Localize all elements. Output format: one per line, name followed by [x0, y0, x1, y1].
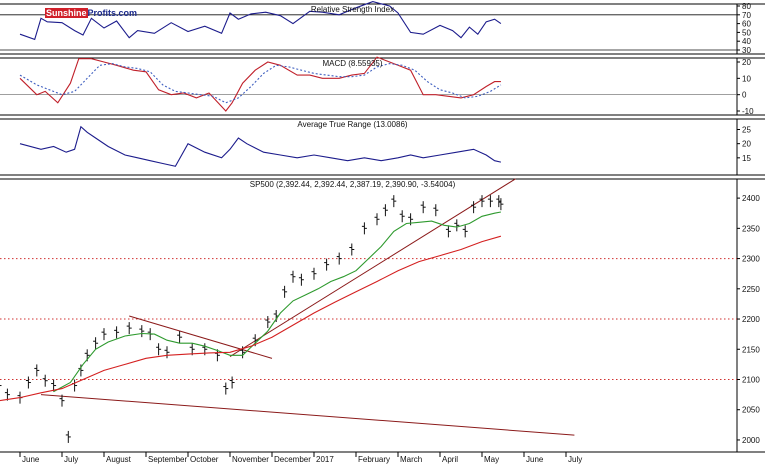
panel-title: Relative Strength Index — [311, 5, 394, 14]
x-tick-label: February — [358, 455, 390, 464]
series-line — [19, 63, 502, 104]
trendline — [129, 315, 273, 359]
panel-title: MACD (8.55935) — [322, 59, 382, 68]
y-tick-label: 20 — [742, 58, 751, 67]
x-tick-label: March — [400, 455, 422, 464]
y-tick-label: 15 — [742, 154, 751, 163]
sunshine-profits-logo: SunshineProfits.com — [45, 8, 137, 19]
trendline — [229, 178, 516, 357]
y-tick-label: 80 — [742, 2, 751, 11]
y-tick-label: 2000 — [742, 436, 760, 445]
trendline — [40, 394, 575, 436]
y-tick-label: 70 — [742, 11, 751, 20]
x-tick-label: October — [190, 455, 219, 464]
y-tick-label: -10 — [742, 107, 754, 116]
y-tick-label: 25 — [742, 126, 751, 135]
y-tick-label: 2250 — [742, 285, 760, 294]
x-tick-label: May — [484, 455, 499, 464]
x-tick-label: November — [232, 455, 269, 464]
y-tick-label: 10 — [742, 74, 751, 83]
y-tick-label: 0 — [742, 91, 747, 100]
x-tick-label: July — [568, 455, 582, 464]
series-line — [19, 1, 502, 41]
x-tick-label: August — [106, 455, 132, 464]
logo-part-2: Profits.com — [87, 8, 138, 18]
y-tick-label: 2150 — [742, 345, 760, 354]
x-tick-label: December — [274, 455, 311, 464]
y-tick-label: 2050 — [742, 406, 760, 415]
x-tick-label: April — [442, 455, 458, 464]
y-tick-label: 30 — [742, 46, 751, 55]
panel-title: Average True Range (13.0086) — [297, 120, 407, 129]
x-tick-label: July — [64, 455, 78, 464]
y-tick-label: 2350 — [742, 224, 760, 233]
y-tick-label: 40 — [742, 37, 751, 46]
y-tick-label: 2100 — [742, 375, 760, 384]
y-tick-label: 20 — [742, 140, 751, 149]
y-tick-label: 60 — [742, 20, 751, 29]
series-line — [0, 235, 502, 402]
x-tick-label: June — [22, 455, 40, 464]
x-tick-label: June — [526, 455, 544, 464]
series-line — [53, 211, 502, 393]
x-tick-label: September — [148, 455, 187, 464]
x-tick-label: 2017 — [316, 455, 334, 464]
y-tick-label: 2200 — [742, 315, 760, 324]
series-line — [19, 56, 501, 112]
y-tick-label: 2300 — [742, 255, 760, 264]
y-tick-label: 50 — [742, 28, 751, 37]
y-tick-label: 2400 — [742, 194, 760, 203]
logo-part-1: Sunshine — [45, 8, 88, 18]
panel-title: SP500 (2,392.44, 2,392.44, 2,387.19, 2,3… — [250, 180, 456, 189]
series-line — [19, 125, 502, 167]
